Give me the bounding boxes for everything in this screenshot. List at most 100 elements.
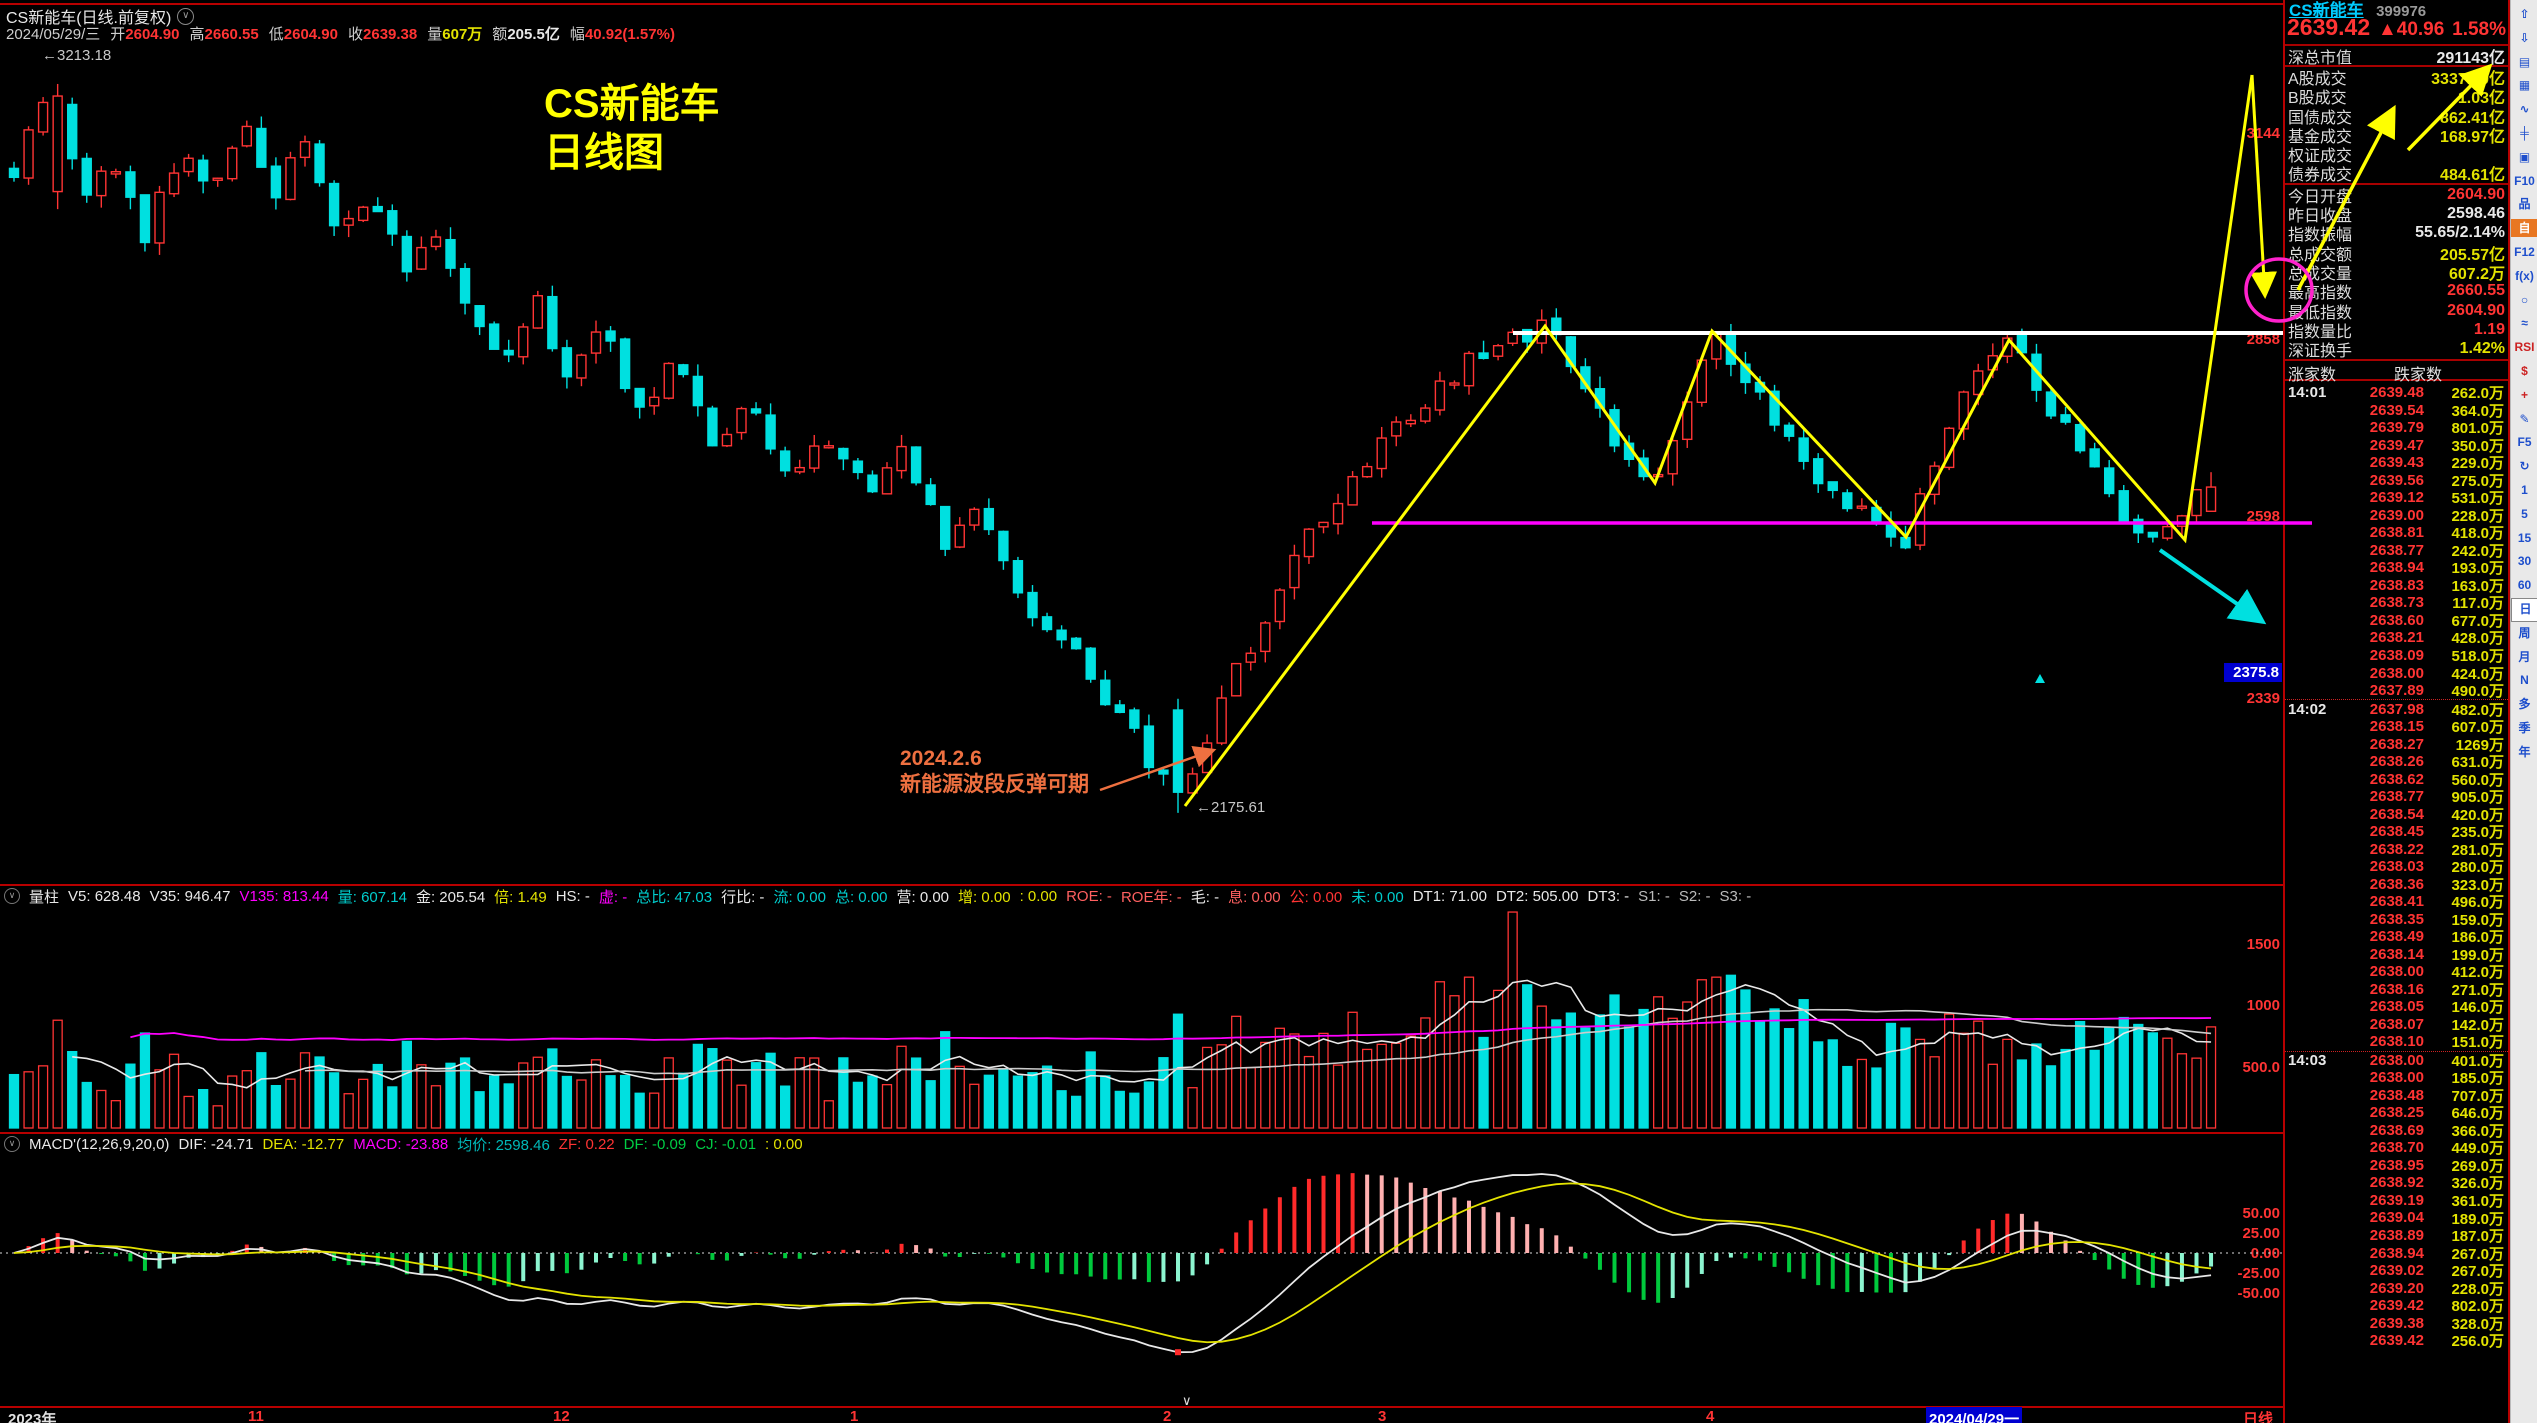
period-60min[interactable]: 60 xyxy=(2517,578,2532,593)
quote-grid-icon[interactable]: ▦ xyxy=(2518,78,2531,93)
tick-row[interactable]: 2638.27 1269万 xyxy=(2285,735,2508,754)
tick-row[interactable]: 2638.09 518.0万 xyxy=(2285,647,2508,665)
trend-line-icon[interactable]: ∿ xyxy=(2519,102,2530,117)
money-icon[interactable]: $ xyxy=(2521,364,2528,378)
tick-row[interactable]: 2638.92 326.0万 xyxy=(2285,1174,2508,1192)
wave-icon[interactable]: ≈ xyxy=(2521,316,2528,331)
tick-row[interactable]: 2638.00 424.0万 xyxy=(2285,664,2508,683)
tick-row[interactable]: 2638.16 271.0万 xyxy=(2285,981,2508,999)
f12-button[interactable]: F12 xyxy=(2514,245,2535,259)
formula-icon[interactable]: f(x) xyxy=(2515,268,2534,283)
tick-row[interactable]: 2637.89 490.0万 xyxy=(2285,682,2508,700)
rsi-button[interactable]: RSI xyxy=(2514,340,2535,355)
tick-row[interactable]: 2638.70 449.0万 xyxy=(2285,1139,2508,1157)
tick-row[interactable]: 2638.77 242.0万 xyxy=(2285,542,2508,560)
tick-row[interactable]: 2638.25 646.0万 xyxy=(2285,1104,2508,1122)
period-month[interactable]: 月 xyxy=(2518,649,2531,664)
tick-row[interactable]: 2638.07 142.0万 xyxy=(2285,1016,2508,1034)
custom-icon[interactable]: 自 xyxy=(2511,219,2537,238)
tick-row[interactable]: 2638.49 186.0万 xyxy=(2285,928,2508,946)
period-multi[interactable]: 多 xyxy=(2518,697,2531,712)
collapse-icon[interactable]: ∨ xyxy=(4,1136,20,1152)
tick-row[interactable]: 2639.20 228.0万 xyxy=(2285,1279,2508,1298)
quote-row[interactable]: 债券成交 484.61亿 xyxy=(2285,164,2508,184)
tick-row[interactable]: 2639.43 229.0万 xyxy=(2285,454,2508,472)
tick-row[interactable]: 2638.45 235.0万 xyxy=(2285,823,2508,841)
tree-icon[interactable]: 品 xyxy=(2518,197,2531,212)
move-icon[interactable]: + xyxy=(2520,387,2528,402)
tick-row[interactable]: 2638.03 280.0万 xyxy=(2285,858,2508,876)
tick-row[interactable]: 2638.10 151.0万 xyxy=(2285,1033,2508,1051)
tick-row[interactable]: 2639.02 267.0万 xyxy=(2285,1262,2508,1280)
period-n[interactable]: N xyxy=(2520,673,2529,688)
ellipse-tool-icon[interactable]: ○ xyxy=(2520,292,2529,307)
tick-list[interactable]: 14:01 2639.48 262.0万 2639.54 364.0万 2639.79 80… xyxy=(2285,384,2508,1350)
tick-row[interactable]: 2638.05 146.0万 xyxy=(2285,998,2508,1016)
tick-row[interactable]: 2639.42 256.0万 xyxy=(2285,1332,2508,1350)
tick-row[interactable]: 2638.89 187.0万 xyxy=(2285,1227,2508,1245)
tick-row[interactable]: 2639.19 361.0万 xyxy=(2285,1192,2508,1210)
tick-row[interactable]: 2638.81 418.0万 xyxy=(2285,524,2508,542)
report-icon[interactable]: ▤ xyxy=(2518,54,2531,69)
tick-row[interactable]: 14:03 2638.00 401.0万 xyxy=(2285,1050,2508,1070)
up-arrow-icon[interactable]: ⇧ xyxy=(2519,7,2530,21)
tick-row[interactable]: 2639.79 801.0万 xyxy=(2285,419,2508,437)
period-day[interactable]: 日 xyxy=(2511,598,2537,622)
period-year[interactable]: 年 xyxy=(2518,744,2531,759)
tick-row[interactable]: 2638.54 420.0万 xyxy=(2285,805,2508,824)
time-axis[interactable]: 2024/04/29一 日线 2023年 11 12 1 2 3 4 xyxy=(0,1407,2283,1423)
tick-row[interactable]: 2638.69 366.0万 xyxy=(2285,1122,2508,1140)
period-5min[interactable]: 5 xyxy=(2521,506,2528,521)
tick-row[interactable]: 2638.36 323.0万 xyxy=(2285,875,2508,894)
tick-row[interactable]: 2638.77 905.0万 xyxy=(2285,788,2508,806)
tick-row[interactable]: 2639.56 275.0万 xyxy=(2285,472,2508,490)
tick-row[interactable]: 2638.73 117.0万 xyxy=(2285,594,2508,612)
tick-row[interactable]: 14:02 2637.98 482.0万 xyxy=(2285,699,2508,719)
down-arrow-icon[interactable]: ⇩ xyxy=(2519,30,2530,45)
tick-row[interactable]: 2638.21 428.0万 xyxy=(2285,629,2508,647)
form-icon[interactable]: ▣ xyxy=(2518,149,2531,164)
expand-arrow-icon[interactable]: ∨ xyxy=(1182,1393,1192,1408)
tick-row[interactable]: 2639.38 328.0万 xyxy=(2285,1314,2508,1333)
tick-row[interactable]: 2639.54 364.0万 xyxy=(2285,402,2508,420)
tick-row[interactable]: 2638.83 163.0万 xyxy=(2285,577,2508,595)
instrument-name-row[interactable]: CS新能车 399976 xyxy=(2289,0,2426,21)
period-15min[interactable]: 15 xyxy=(2517,530,2532,545)
quote-row[interactable]: 深总市值 291143亿 xyxy=(2285,46,2508,67)
f10-button[interactable]: F10 xyxy=(2514,173,2535,188)
quote-row[interactable]: 指数量比 1.19 xyxy=(2285,320,2508,341)
tick-row[interactable]: 2638.15 607.0万 xyxy=(2285,718,2508,736)
tick-row[interactable]: 2638.48 707.0万 xyxy=(2285,1087,2508,1105)
instrument-name[interactable]: CS新能车 xyxy=(2289,1,2364,20)
tick-row[interactable]: 2638.00 412.0万 xyxy=(2285,963,2508,981)
tick-row[interactable]: 2638.26 631.0万 xyxy=(2285,753,2508,771)
tick-row[interactable]: 2639.42 802.0万 xyxy=(2285,1297,2508,1315)
volume-indicator-header[interactable]: ∨ 量柱 V5: 628.48 V35: 946.47 V135: 813.44 量:… xyxy=(4,886,1751,906)
period-1min[interactable]: 1 xyxy=(2521,483,2528,497)
tick-row[interactable]: 2638.94 267.0万 xyxy=(2285,1244,2508,1263)
tick-row[interactable]: 2639.12 531.0万 xyxy=(2285,489,2508,507)
tick-row[interactable]: 2638.60 677.0万 xyxy=(2285,612,2508,630)
tick-row[interactable]: 2639.04 189.0万 xyxy=(2285,1209,2508,1227)
tick-row[interactable]: 2638.62 560.0万 xyxy=(2285,770,2508,789)
tick-row[interactable]: 2638.14 199.0万 xyxy=(2285,946,2508,964)
tick-row[interactable]: 2638.00 185.0万 xyxy=(2285,1069,2508,1087)
quote-row[interactable]: 深证换手 1.42% xyxy=(2285,339,2508,360)
tick-row[interactable]: 2638.94 193.0万 xyxy=(2285,559,2508,577)
kline-icon[interactable]: ╪ xyxy=(2520,126,2529,140)
f5-button[interactable]: F5 xyxy=(2517,435,2532,450)
tick-row[interactable]: 2638.41 496.0万 xyxy=(2285,893,2508,911)
tick-row[interactable]: 2639.00 228.0万 xyxy=(2285,507,2508,525)
tick-row[interactable]: 2638.95 269.0万 xyxy=(2285,1157,2508,1175)
draw-icon[interactable]: ✎ xyxy=(2519,411,2530,426)
collapse-icon[interactable]: ∨ xyxy=(4,888,20,904)
tick-row[interactable]: 2638.35 159.0万 xyxy=(2285,910,2508,929)
tick-row[interactable]: 14:01 2639.48 262.0万 xyxy=(2285,384,2508,402)
period-30min[interactable]: 30 xyxy=(2517,554,2532,569)
macd-indicator-header[interactable]: ∨ MACD'(12,26,9,20,0) DIF: -24.71 DEA: -1… xyxy=(4,1134,803,1154)
period-quarter[interactable]: 季 xyxy=(2518,721,2531,735)
tick-row[interactable]: 2639.47 350.0万 xyxy=(2285,437,2508,455)
tick-row[interactable]: 2638.22 281.0万 xyxy=(2285,840,2508,859)
chevron-down-icon[interactable]: ∨ xyxy=(177,7,195,25)
